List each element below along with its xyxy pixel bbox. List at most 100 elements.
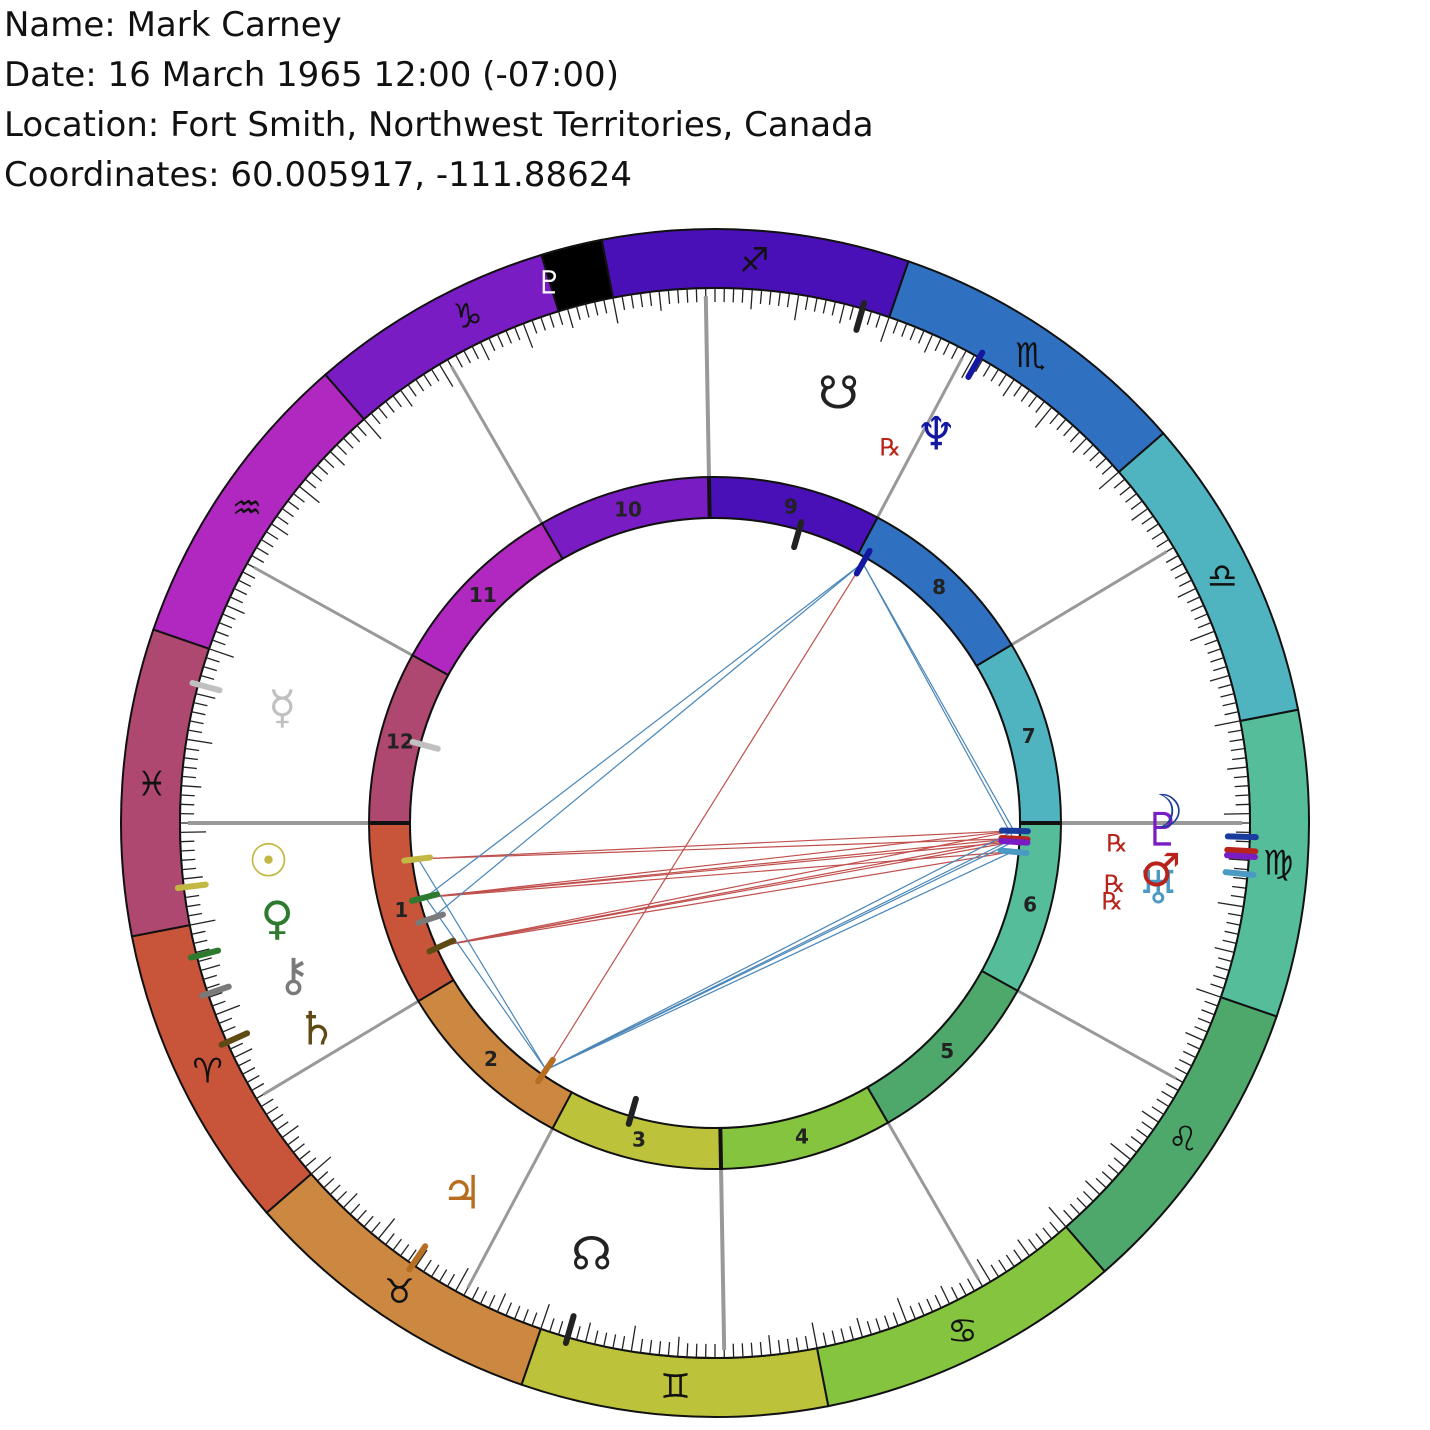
angle-mark-4 bbox=[718, 1127, 724, 1169]
aspect-field bbox=[409, 517, 1021, 1129]
house-number-8: 8 bbox=[932, 575, 946, 599]
retrograde-mars: ℞ bbox=[1104, 870, 1126, 898]
outer-marker-chiron bbox=[199, 983, 232, 999]
aspect-line-20 bbox=[862, 562, 1015, 839]
aspect-line-18 bbox=[545, 851, 1013, 1071]
outer-marker-saturn bbox=[218, 1030, 251, 1048]
inner-marker-north_node bbox=[625, 1095, 639, 1127]
sign-glyph-gemini: ♊ bbox=[660, 1367, 690, 1407]
house-cusp-line-10 bbox=[703, 296, 711, 478]
planet-position-markers bbox=[174, 299, 1259, 1347]
inner-marker-south_node bbox=[791, 519, 805, 551]
name-line: Name: Mark Carney bbox=[4, 5, 342, 45]
sign-glyph-capricorn: ♑ bbox=[452, 297, 482, 337]
inner-marker-mercury bbox=[409, 738, 441, 752]
inner-marker-pluto bbox=[998, 838, 1031, 846]
house-cusp-line-4 bbox=[719, 1168, 727, 1350]
inner-marker-venus bbox=[408, 891, 441, 904]
house-number-4: 4 bbox=[795, 1125, 809, 1149]
sign-glyph-aquarius: ♒ bbox=[232, 488, 262, 528]
outer-marker-north_node bbox=[562, 1313, 577, 1347]
house-number-11: 11 bbox=[469, 583, 497, 607]
house-number-10: 10 bbox=[614, 497, 642, 521]
retrograde-uranus: ℞ bbox=[1102, 888, 1124, 916]
house-number-1: 1 bbox=[394, 898, 408, 922]
inner-marker-saturn bbox=[426, 937, 457, 955]
planet-glyph-mercury: ☿ bbox=[268, 680, 296, 734]
outer-marker-venus bbox=[187, 947, 222, 961]
aspect-line-12 bbox=[424, 897, 547, 1071]
sign-glyph-aries: ♈ bbox=[192, 1051, 222, 1091]
planet-glyph-north_node: ☊ bbox=[571, 1227, 612, 1281]
planet-glyph-moon: ☽ bbox=[1142, 784, 1183, 838]
outer-marker-sun bbox=[174, 881, 209, 891]
planet-glyph-pluto: ♇ bbox=[1142, 802, 1183, 856]
sign-glyph-cancer: ♋ bbox=[947, 1311, 977, 1351]
planet-glyph-venus: ♀ bbox=[260, 891, 294, 945]
house-cusp-line-9 bbox=[876, 356, 964, 519]
outer-marker-south_node bbox=[853, 299, 868, 333]
location-line: Location: Fort Smith, Northwest Territor… bbox=[4, 105, 874, 145]
planet-glyphs: ♀⚷♄ ♃ ☊ ♅ ℞ ♇ ℞ ♂ ℞ ☽ ♆ ℞ ☋ ☿ ☉ bbox=[248, 365, 1184, 1280]
retrograde-neptune: ℞ bbox=[880, 433, 902, 461]
house-number-7: 7 bbox=[1022, 724, 1036, 748]
outer-marker-neptune bbox=[965, 349, 986, 380]
planet-glyph-jupiter: ♃ bbox=[441, 1166, 482, 1220]
inner-marker-mars bbox=[998, 835, 1031, 843]
house-number-2: 2 bbox=[484, 1047, 498, 1071]
house-cusp-line-3 bbox=[466, 1127, 554, 1290]
retrograde-pluto: ℞ bbox=[1106, 829, 1128, 857]
aspect-line-17 bbox=[545, 841, 1014, 1071]
aspect-lines bbox=[417, 562, 1015, 1071]
sign-glyph-scorpio: ♏ bbox=[1015, 336, 1045, 376]
sign-glyph-libra: ♎ bbox=[1207, 557, 1237, 597]
house-number-3: 3 bbox=[632, 1128, 646, 1152]
aspect-line-10 bbox=[425, 562, 864, 898]
planet-glyph-sun: ☉ bbox=[248, 833, 289, 887]
outer-marker-uranus bbox=[1222, 869, 1257, 878]
inner-marker-uranus bbox=[997, 847, 1030, 856]
planet-glyph-saturn: ♄ bbox=[296, 1001, 337, 1055]
house-number-5: 5 bbox=[940, 1039, 954, 1063]
inner-marker-chiron bbox=[415, 911, 446, 926]
sign-glyph-pisces: ♓ bbox=[137, 765, 167, 805]
date-line: Date: 16 March 1965 12:00 (-07:00) bbox=[4, 55, 619, 95]
sign-glyph-virgo: ♍ bbox=[1263, 843, 1293, 883]
aspect-line-3 bbox=[442, 851, 1013, 947]
house-cusp-line-2 bbox=[262, 999, 420, 1096]
outer-marker-mars bbox=[1224, 846, 1259, 855]
planet-glyph-neptune: ♆ bbox=[916, 406, 957, 460]
aspect-line-8 bbox=[418, 830, 1014, 860]
sign-glyph-taurus: ♉ bbox=[384, 1272, 414, 1312]
aspect-line-11 bbox=[431, 562, 864, 919]
aspect-line-19 bbox=[862, 562, 1015, 832]
outer-marker-moon bbox=[1224, 833, 1259, 841]
aspect-line-0 bbox=[442, 830, 1015, 947]
planet-glyph-chiron: ⚷ bbox=[277, 948, 311, 1002]
aspect-line-15 bbox=[545, 830, 1015, 1071]
inner-marker-neptune bbox=[853, 547, 873, 577]
planet-glyph-south_node: ☋ bbox=[818, 365, 859, 419]
outer-marker-mercury bbox=[189, 679, 223, 694]
angle-mark-10 bbox=[706, 477, 712, 519]
house-cusp-line-11 bbox=[450, 365, 544, 525]
house-number-12: 12 bbox=[386, 730, 414, 754]
house-cusp-line-12 bbox=[253, 566, 414, 657]
aspect-line-7 bbox=[425, 851, 1013, 898]
aspect-line-6 bbox=[425, 841, 1014, 898]
inner-marker-sun bbox=[401, 854, 434, 864]
outer-marker-pluto bbox=[1223, 852, 1258, 860]
inner-marker-jupiter bbox=[535, 1056, 556, 1085]
outer-marker-jupiter bbox=[406, 1243, 429, 1273]
highlight-segment-glyph: ♇ bbox=[535, 263, 564, 301]
house-number-6: 6 bbox=[1023, 892, 1037, 916]
aspect-line-14 bbox=[545, 562, 864, 1071]
house-cusp-line-5 bbox=[886, 1121, 980, 1281]
sign-glyph-sagittarius: ♐ bbox=[739, 241, 769, 281]
coordinates-line: Coordinates: 60.005917, -111.88624 bbox=[4, 155, 632, 195]
house-number-9: 9 bbox=[784, 494, 798, 518]
house-cusp-lines bbox=[188, 296, 1242, 1350]
house-cusp-line-6 bbox=[1016, 989, 1177, 1080]
